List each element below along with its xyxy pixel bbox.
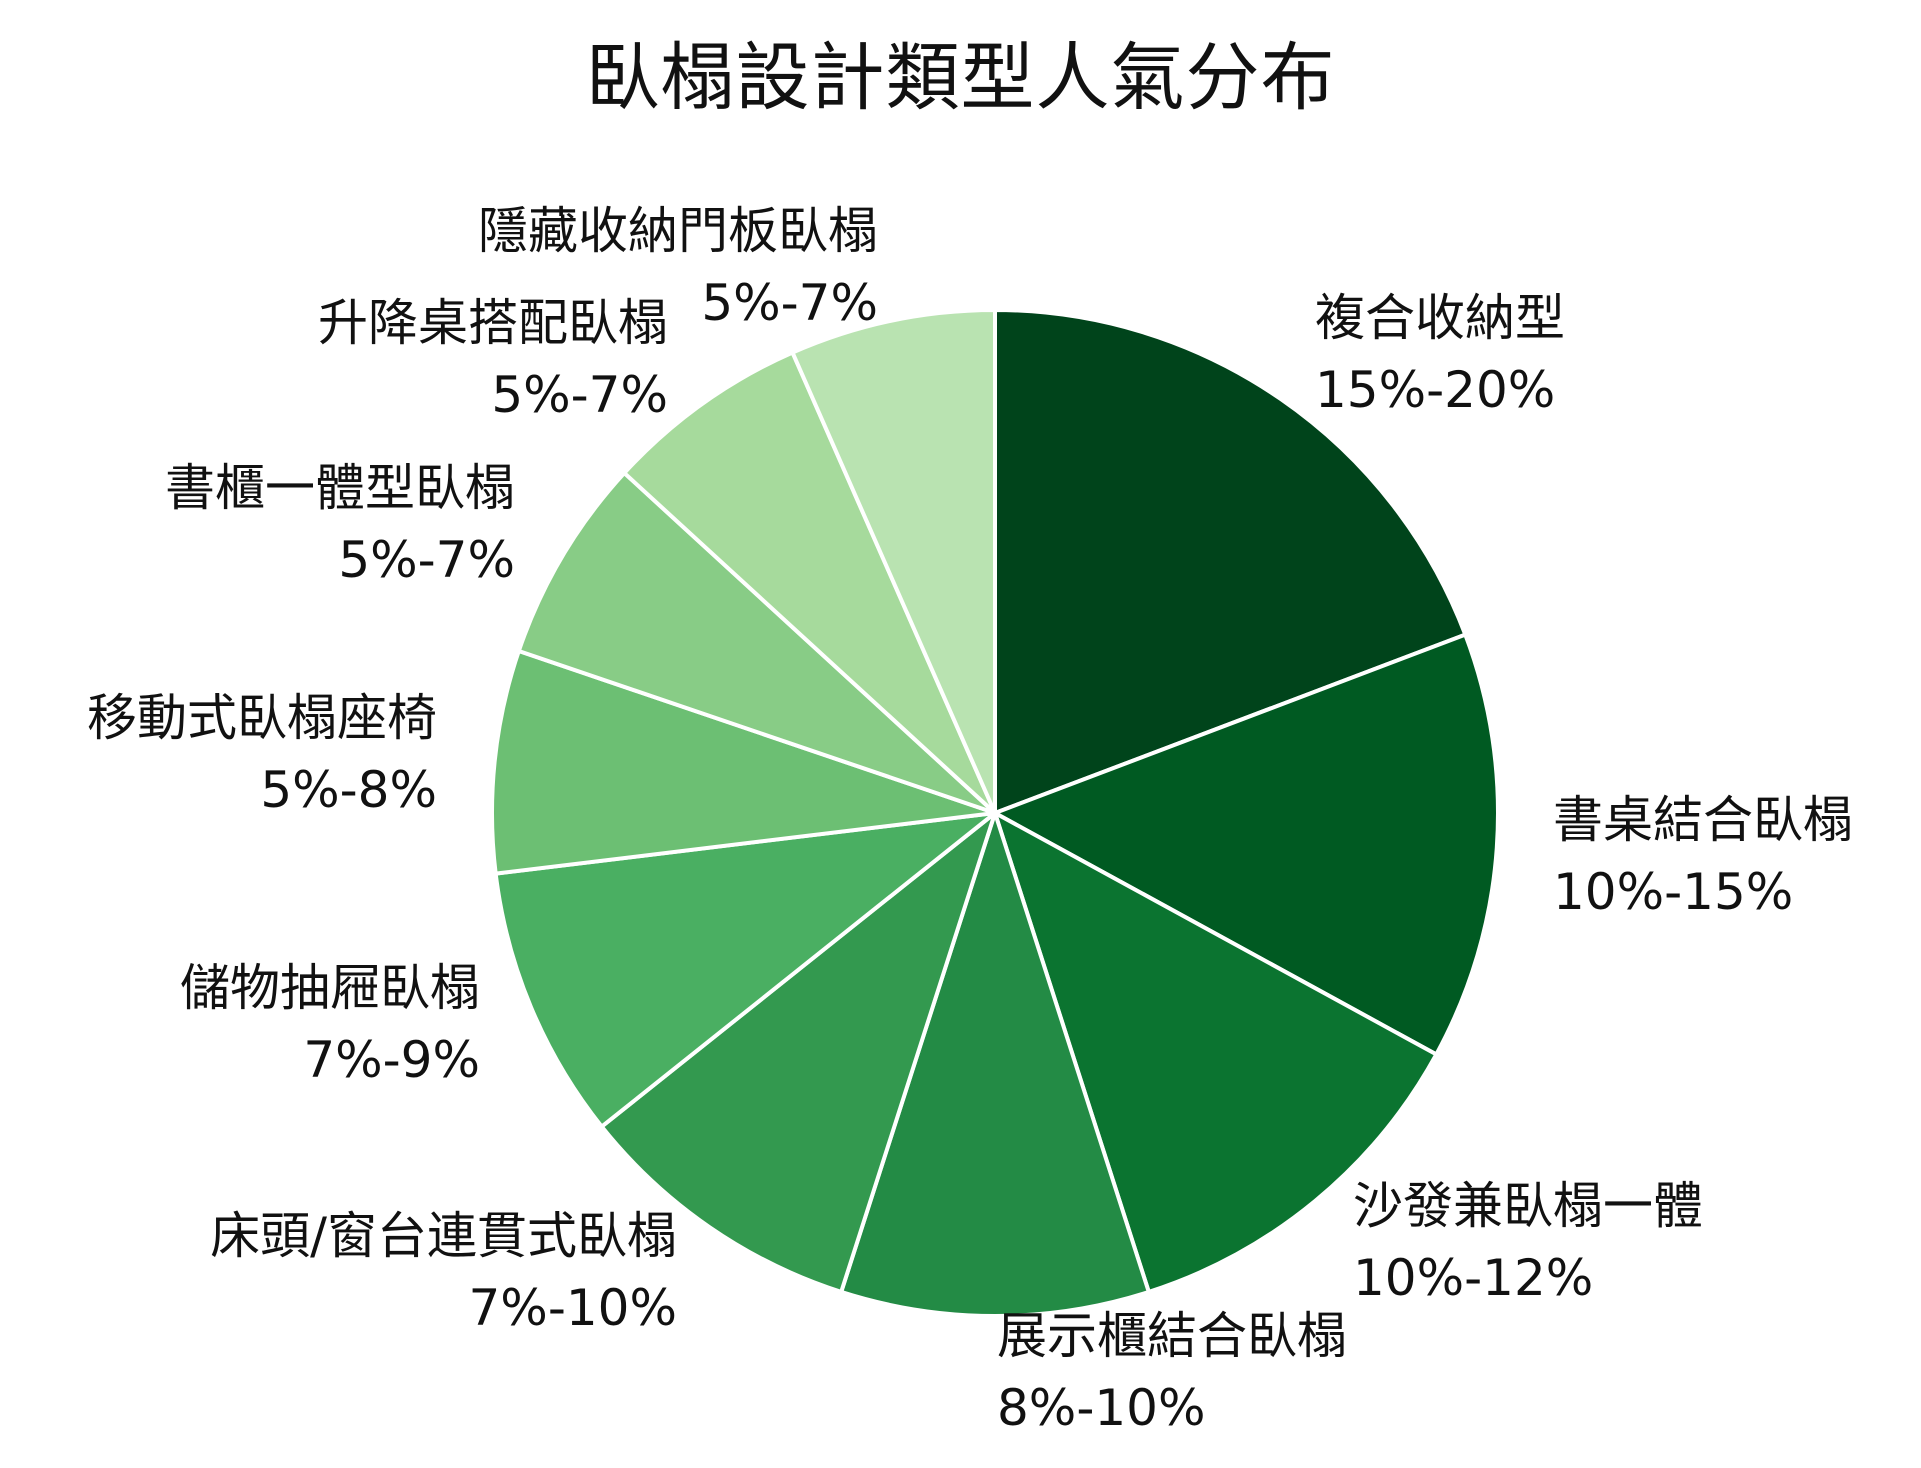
- slice-label-name: 升降桌搭配臥榻: [318, 294, 668, 352]
- pie-slice: [493, 811, 997, 1129]
- slice-label-range: 5%-7%: [701, 274, 878, 332]
- pie-slice: [516, 471, 997, 815]
- pie-slices: [490, 308, 1500, 1318]
- slice-label-name: 書桌結合臥榻: [1553, 791, 1853, 849]
- slice-label-name: 書櫃一體型臥榻: [165, 459, 515, 517]
- slice-label-range: 10%-15%: [1553, 863, 1793, 921]
- slice-label-range: 15%-20%: [1315, 361, 1555, 419]
- pie-slice: [993, 632, 1500, 1057]
- slice-label-name: 隱藏收納門板臥榻: [478, 202, 878, 260]
- pie-slice: [790, 308, 997, 815]
- slice-label-range: 10%-12%: [1353, 1249, 1593, 1307]
- slice-label: 書桌結合臥榻 10%-15%: [1553, 791, 1853, 921]
- slice-label: 移動式臥榻座椅 5%-8%: [87, 689, 437, 819]
- pie-slice: [622, 350, 997, 815]
- pie-slice: [993, 308, 1468, 815]
- slice-label-name: 沙發兼臥榻一體: [1353, 1177, 1703, 1235]
- slice-label-name: 展示櫃結合臥榻: [997, 1307, 1347, 1365]
- pie-slice: [839, 811, 1151, 1318]
- slice-label-range: 5%-7%: [491, 366, 668, 424]
- slice-label-range: 5%-8%: [260, 761, 437, 819]
- slice-label: 隱藏收納門板臥榻 5%-7%: [478, 202, 878, 332]
- slice-label-range: 7%-10%: [469, 1279, 678, 1337]
- slice-label-name: 移動式臥榻座椅: [87, 689, 437, 747]
- slice-label-name: 床頭/窗台連貫式臥榻: [210, 1207, 677, 1265]
- slice-label-range: 7%-9%: [303, 1031, 480, 1089]
- slice-label-range: 8%-10%: [997, 1379, 1206, 1437]
- slice-label: 展示櫃結合臥榻 8%-10%: [997, 1307, 1347, 1437]
- slice-label: 儲物抽屜臥榻 7%-9%: [180, 959, 480, 1089]
- slice-label: 升降桌搭配臥榻 5%-7%: [318, 294, 668, 424]
- slice-label: 複合收納型 15%-20%: [1315, 289, 1565, 419]
- pie-labels: 複合收納型 15%-20% 書桌結合臥榻 10%-15% 沙發兼臥榻一體 10%-12%展…: [87, 202, 1853, 1437]
- slice-label-name: 複合收納型: [1315, 289, 1565, 347]
- slice-label-range: 5%-7%: [338, 531, 515, 589]
- pie-slice: [993, 811, 1439, 1294]
- chart-title: 臥榻設計類型人氣分布: [585, 35, 1336, 121]
- pie-slice: [490, 648, 997, 876]
- slice-label: 床頭/窗台連貫式臥榻 7%-10%: [210, 1207, 677, 1337]
- slice-label: 書櫃一體型臥榻 5%-7%: [165, 459, 515, 589]
- pie-slice: [599, 811, 997, 1294]
- slice-label: 沙發兼臥榻一體 10%-12%: [1353, 1177, 1703, 1307]
- slice-label-name: 儲物抽屜臥榻: [180, 959, 480, 1017]
